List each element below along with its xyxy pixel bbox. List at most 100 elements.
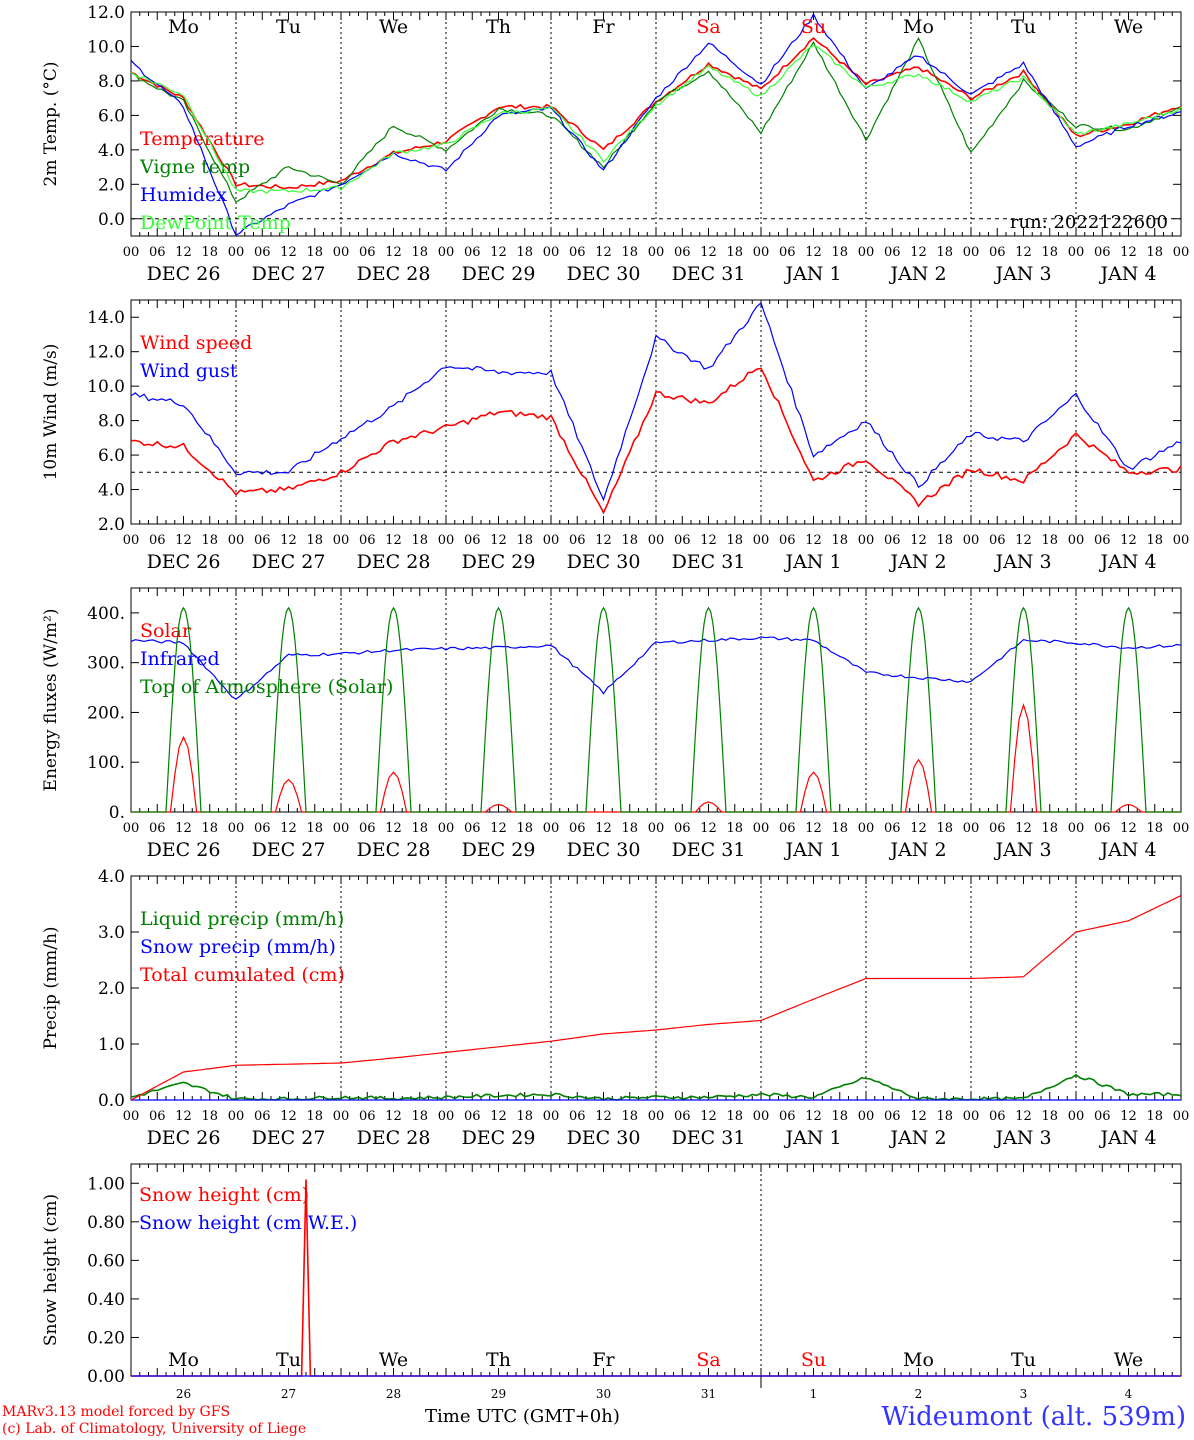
x-hour-label: 12 [1015,533,1032,548]
x-date-label: DEC 31 [672,839,746,861]
x-date-label: JAN 3 [993,1127,1051,1149]
x-date-label: DEC 28 [357,551,431,573]
x-hour-label: 12 [490,1109,507,1124]
legend-entry: Snow height (cm W.E.) [139,1212,357,1234]
x-hour-label: 00 [438,533,455,548]
x-date-label: DEC 29 [462,839,536,861]
x-hour-label: 06 [779,533,796,548]
day-abbrev: We [379,1349,408,1371]
x-hour-label: 12 [280,1109,297,1124]
x-hour-label: 06 [359,245,376,260]
x-hour-label: 18 [1041,821,1058,836]
day-number: 3 [1020,1387,1028,1400]
x-date-label: JAN 4 [1098,263,1156,285]
y-tick-label: 8.0 [98,412,125,432]
x-date-label: JAN 4 [1098,839,1156,861]
credit-model: MARv3.13 model forced by GFS [2,1404,231,1420]
x-hour-label: 06 [674,821,691,836]
x-hour-label: 06 [779,1109,796,1124]
x-date-label: DEC 30 [567,1127,641,1149]
x-hour-label: 06 [569,1109,586,1124]
x-hour-label: 18 [516,245,533,260]
legend-entry: Solar [140,620,192,642]
day-abbrev: Tu [1011,1349,1036,1371]
x-hour-label: 06 [1094,821,1111,836]
x-hour-label: 00 [123,821,140,836]
x-hour-label: 06 [149,245,166,260]
x-hour-label: 18 [201,245,218,260]
x-hour-label: 06 [464,245,481,260]
x-hour-label: 00 [858,1109,875,1124]
day-number: 4 [1125,1387,1133,1400]
x-hour-label: 18 [516,533,533,548]
x-hour-label: 00 [543,1109,560,1124]
x-hour-label: 06 [254,1109,271,1124]
x-date-label: DEC 28 [357,263,431,285]
x-date-label: JAN 2 [888,839,946,861]
x-hour-label: 00 [123,1109,140,1124]
x-hour-label: 00 [648,533,665,548]
x-hour-label: 00 [333,533,350,548]
day-number: 1 [810,1387,818,1400]
x-hour-label: 00 [123,245,140,260]
y-tick-label: 400. [87,604,125,624]
x-hour-label: 18 [726,1109,743,1124]
y-tick-label: 300. [87,654,125,674]
x-hour-label: 00 [123,533,140,548]
x-hour-label: 18 [621,821,638,836]
x-date-label: DEC 26 [147,551,221,573]
x-hour-label: 12 [595,533,612,548]
x-date-label: JAN 1 [783,551,841,573]
x-hour-label: 06 [674,245,691,260]
x-hour-label: 06 [149,1109,166,1124]
x-hour-label: 06 [884,1109,901,1124]
x-hour-label: 06 [989,1109,1006,1124]
legend-entry: Snow height (cm) [139,1184,309,1206]
y-tick-label: 0. [109,803,125,823]
day-abbrev: Tu [276,1349,301,1371]
x-hour-label: 00 [648,1109,665,1124]
x-hour-label: 00 [228,533,245,548]
x-hour-label: 00 [333,1109,350,1124]
y-tick-label: 4.0 [98,141,125,161]
x-hour-label: 00 [858,245,875,260]
y-tick-label: 1.0 [98,1035,125,1055]
day-abbrev: Mo [903,1349,934,1371]
run-label: run: 2022122600 [1010,212,1168,233]
x-hour-label: 18 [1146,245,1163,260]
x-hour-label: 00 [228,821,245,836]
x-hour-label: 12 [805,1109,822,1124]
legend-entry: DewPoint Temp [140,212,291,234]
y-tick-label: 2.0 [98,515,125,535]
x-hour-label: 12 [1015,245,1032,260]
x-hour-label: 06 [569,245,586,260]
y-tick-label: 2.0 [98,175,125,195]
x-hour-label: 12 [1120,533,1137,548]
x-hour-label: 12 [175,1109,192,1124]
legend-entry: Liquid precip (mm/h) [140,908,344,930]
x-hour-label: 12 [385,245,402,260]
series-line [130,45,1182,194]
x-axis-title: Time UTC (GMT+0h) [425,1406,620,1427]
x-hour-label: 18 [831,821,848,836]
y-tick-label: 2.0 [98,979,125,999]
x-hour-label: 18 [201,821,218,836]
series-line [131,1179,1181,1377]
x-hour-label: 18 [831,245,848,260]
x-hour-label: 18 [306,245,323,260]
x-hour-label: 06 [254,821,271,836]
x-hour-label: 00 [438,821,455,836]
y-axis-label: Energy fluxes (W/m²) [41,609,61,792]
x-hour-label: 12 [280,533,297,548]
day-abbrev: Mo [168,1349,199,1371]
x-hour-label: 06 [779,821,796,836]
x-hour-label: 00 [753,1109,770,1124]
x-hour-label: 00 [438,1109,455,1124]
x-date-label: DEC 31 [672,551,746,573]
series-line [130,37,1182,204]
x-hour-label: 12 [385,1109,402,1124]
y-tick-label: 100. [87,753,125,773]
x-hour-label: 00 [858,533,875,548]
x-hour-label: 12 [490,245,507,260]
